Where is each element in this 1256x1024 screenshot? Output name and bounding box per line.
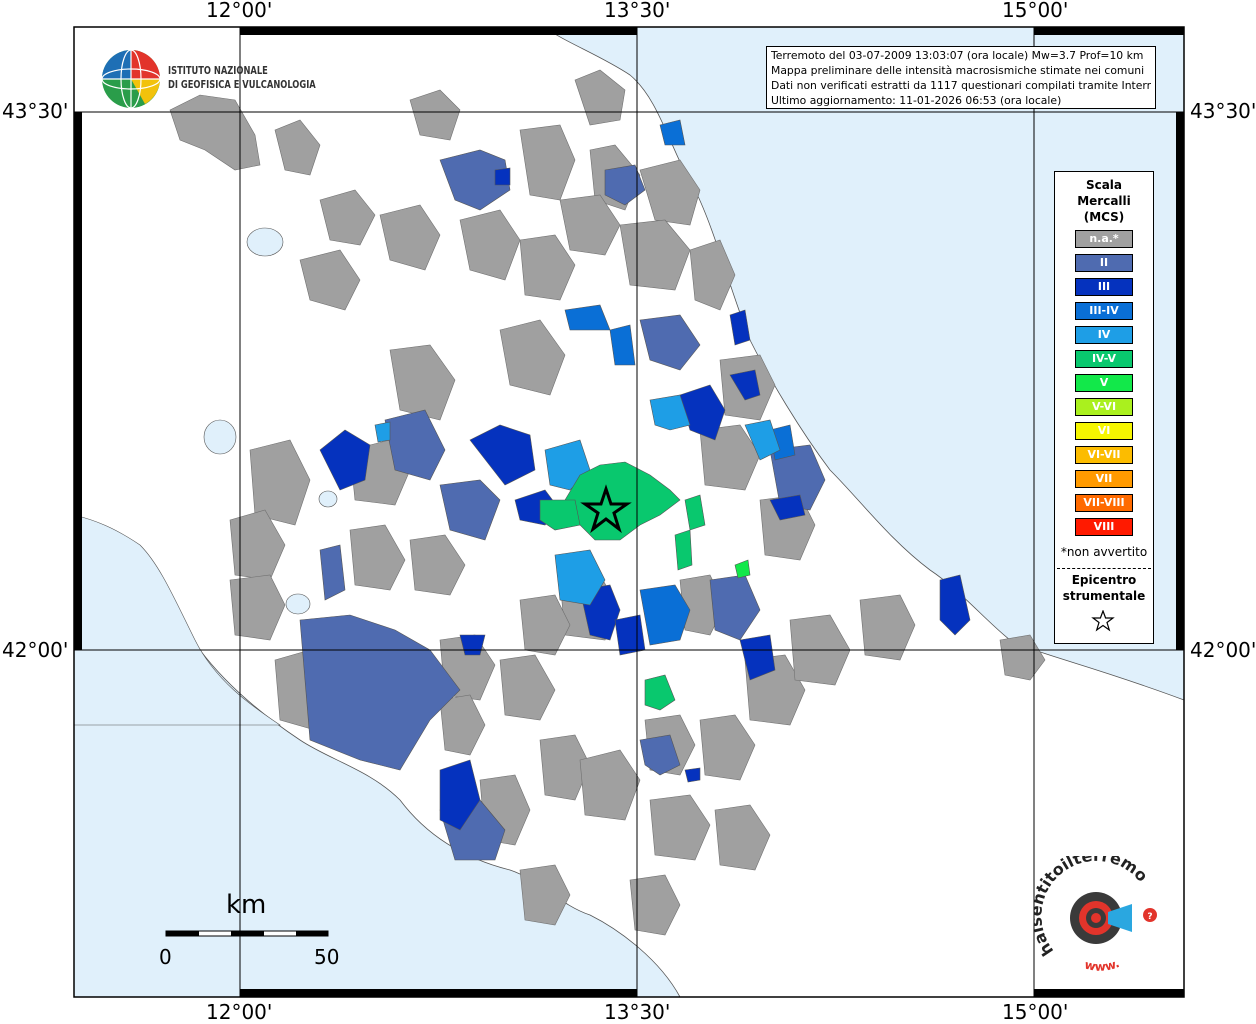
lat-label-left-2: 42°00' xyxy=(2,638,69,662)
scale-bar xyxy=(165,930,329,937)
municipalities-ii xyxy=(299,149,826,861)
haisentito-logo: ? haisentitoilterremoto.it www. xyxy=(1034,856,1157,974)
lon-label-bottom-3: 15°00' xyxy=(1002,1000,1069,1024)
ingv-globe-logo xyxy=(101,49,161,109)
info-line-map: Mappa preliminare delle intensità macros… xyxy=(771,64,1145,77)
institute-name-line1: ISTITUTO NAZIONALE xyxy=(168,65,268,77)
legend-item-vii-viii: VII-VIII xyxy=(1075,494,1133,512)
legend-item-iv-v: IV-V xyxy=(1075,350,1133,368)
scale-max: 50 xyxy=(314,945,340,969)
legend-note: *non avvertito xyxy=(1060,545,1148,559)
info-line-data: Dati non verificati estratti da 1117 que… xyxy=(771,79,1151,92)
lat-label-right-2: 42°00' xyxy=(1190,638,1256,662)
info-line-update: Ultimo aggiornamento: 11-01-2026 06:53 (… xyxy=(771,94,1062,107)
haisentito-prefix: www. xyxy=(1083,956,1121,974)
scale-min: 0 xyxy=(159,945,172,969)
municipalities-iv-v xyxy=(539,461,706,711)
legend-title-line3: (MCS) xyxy=(1083,210,1125,224)
legend-epicenter-line1: Epicentro xyxy=(1071,573,1137,587)
lake-bracciano xyxy=(285,593,311,615)
mcs-legend: Scala Mercalli (MCS) n.a.* II III III-IV IV I… xyxy=(1054,171,1154,644)
legend-item-vii: VII xyxy=(1075,470,1133,488)
legend-star-icon xyxy=(1091,610,1115,632)
map-frame xyxy=(73,26,1185,998)
municipalities-iii xyxy=(319,167,971,831)
lat-label-right-1: 43°30' xyxy=(1190,99,1256,123)
legend-title: Scala Mercalli (MCS) xyxy=(1055,177,1153,225)
scale-unit: km xyxy=(226,890,267,920)
legend-item-na: n.a.* xyxy=(1075,230,1133,248)
svg-text:?: ? xyxy=(1147,912,1152,922)
tyrrhenian-sea xyxy=(73,514,281,726)
municipalities-iii-iv xyxy=(564,119,796,646)
legend-item-iii-iv: III-IV xyxy=(1075,302,1133,320)
legend-item-vi: VI xyxy=(1075,422,1133,440)
lon-label-bottom-2: 13°30' xyxy=(604,1000,671,1024)
legend-title-line2: Mercalli xyxy=(1077,194,1131,208)
legend-title-line1: Scala xyxy=(1085,178,1123,192)
lake-trasimeno xyxy=(246,227,284,257)
epicenter-star-marker xyxy=(580,484,632,534)
legend-item-iv: IV xyxy=(1075,326,1133,344)
legend-item-viii: VIII xyxy=(1075,518,1133,536)
lake-vico xyxy=(318,490,338,508)
earthquake-info-box: Terremoto del 03-07-2009 13:03:07 (ora l… xyxy=(766,46,1156,109)
legend-item-v: V xyxy=(1075,374,1133,392)
legend-item-iii: III xyxy=(1075,278,1133,296)
graticule xyxy=(74,27,1184,997)
info-line-event: Terremoto del 03-07-2009 13:03:07 (ora l… xyxy=(771,49,1144,62)
lon-label-top-2: 13°30' xyxy=(604,0,671,22)
lake-bolsena xyxy=(203,419,237,455)
lat-label-left-1: 43°30' xyxy=(2,99,69,123)
lon-label-bottom-1: 12°00' xyxy=(206,1000,273,1024)
legend-item-v-vi: V-VI xyxy=(1075,398,1133,416)
legend-epicenter-line2: strumentale xyxy=(1062,589,1146,603)
legend-separator xyxy=(1057,568,1151,569)
legend-item-vi-vii: VI-VII xyxy=(1075,446,1133,464)
legend-item-ii: II xyxy=(1075,254,1133,272)
lon-label-top-1: 12°00' xyxy=(206,0,273,22)
institute-name-line2: DI GEOFISICA E VULCANOLOGIA xyxy=(168,79,316,91)
institute-name: ISTITUTO NAZIONALE DI GEOFISICA E VULCAN… xyxy=(168,64,316,92)
municipalities-na xyxy=(169,69,1046,936)
lon-label-top-3: 15°00' xyxy=(1002,0,1069,22)
municipalities-v xyxy=(734,559,751,579)
legend-epicenter-label: Epicentro strumentale xyxy=(1055,572,1153,604)
